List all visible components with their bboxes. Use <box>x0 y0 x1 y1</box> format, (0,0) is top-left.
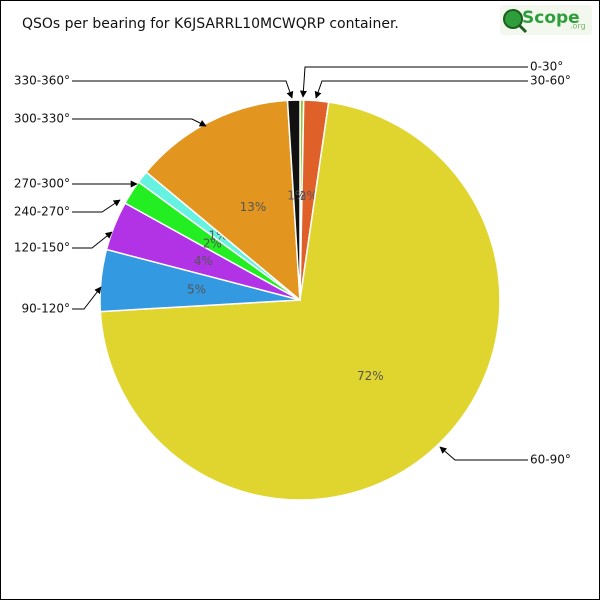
value-label: 5% <box>187 282 206 296</box>
callout-line <box>314 80 528 99</box>
callout-line <box>299 66 528 98</box>
logo: Scope .org <box>500 5 592 35</box>
callout-line <box>439 446 528 461</box>
pie-slice <box>145 99 301 302</box>
callout-line <box>72 118 207 127</box>
slice-label: 300-330° <box>14 112 70 126</box>
value-label: 72% <box>357 369 384 383</box>
value-label: 4% <box>194 254 213 268</box>
logo-text: Scope <box>522 8 580 28</box>
slice-label: 0-30° <box>530 60 563 74</box>
value-label: 13% <box>240 200 267 214</box>
slice-label: 30-60° <box>530 74 571 88</box>
slice-label: 240-270° <box>14 205 70 219</box>
slice-label: 270-300° <box>14 177 70 191</box>
slice-label: 60-90° <box>530 453 571 467</box>
logo-suffix: .org <box>570 22 586 31</box>
callout-line <box>72 199 121 213</box>
callout-line <box>72 231 113 249</box>
logo-icon-handle <box>517 23 528 34</box>
callout-line <box>72 286 102 310</box>
logo-icon <box>503 9 523 29</box>
value-label: 2% <box>299 189 318 203</box>
slice-label: 330-360° <box>14 74 70 88</box>
pie-slice <box>286 99 301 301</box>
slice-label: 120-150° <box>14 241 70 255</box>
callout-line <box>72 80 294 99</box>
slice-label: 90-120° <box>21 302 70 316</box>
chart-title: QSOs per bearing for K6JSARRL10MCWQRP co… <box>22 16 399 32</box>
value-label: 1% <box>287 189 306 203</box>
